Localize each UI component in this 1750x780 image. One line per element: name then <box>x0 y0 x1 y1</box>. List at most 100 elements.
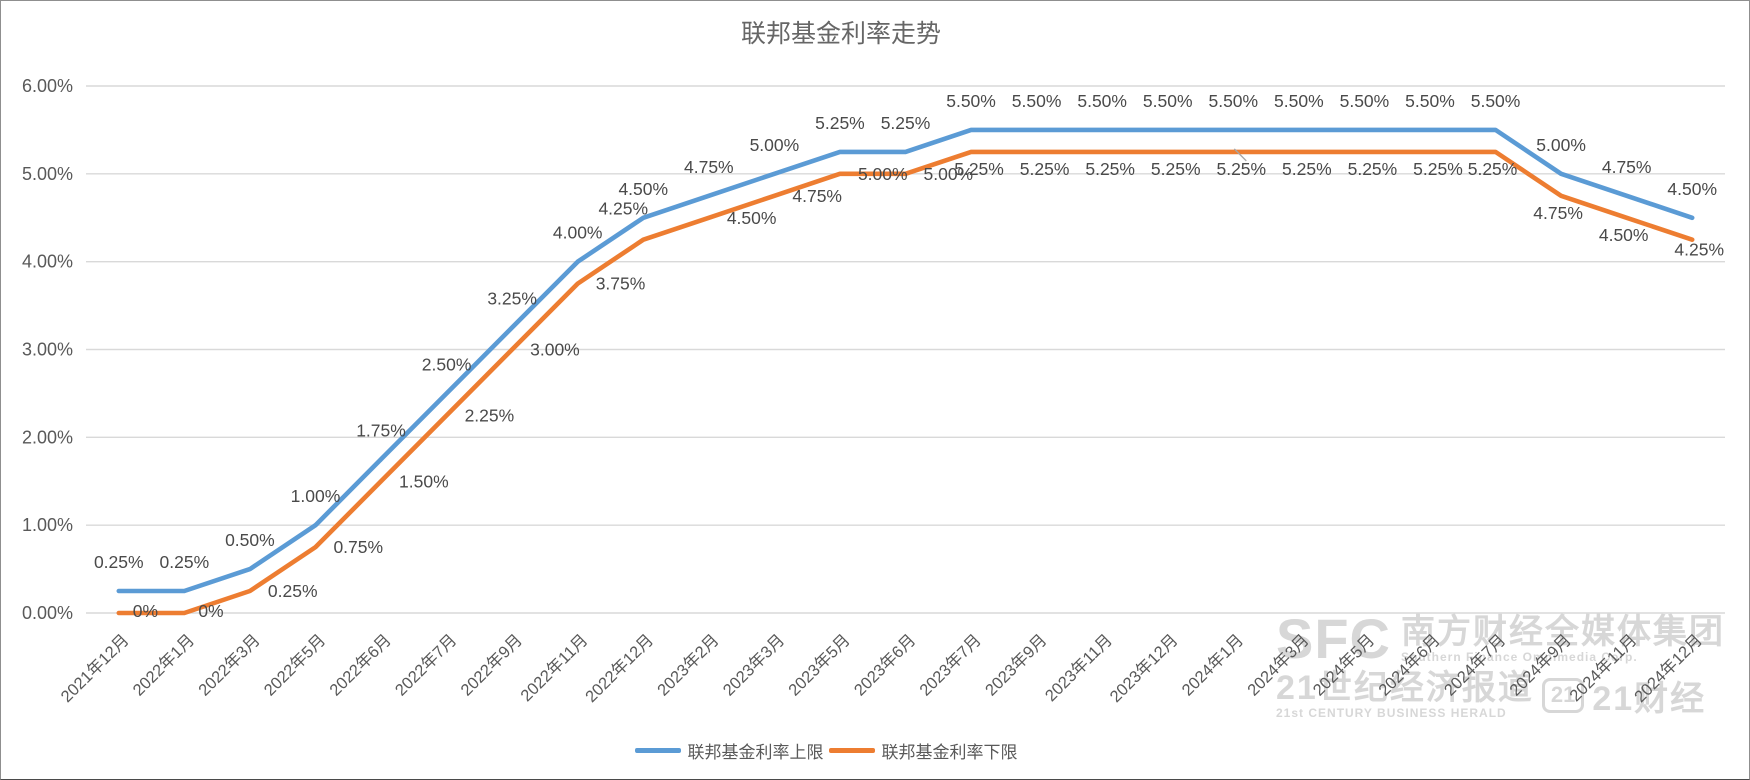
legend: 联邦基金利率上限 联邦基金利率下限 <box>1 738 1651 763</box>
x-axis-tick-label: 2022年5月 <box>260 630 329 699</box>
x-axis-tick-label: 2024年7月 <box>1440 630 1509 699</box>
data-label-upper: 5.50% <box>1143 91 1193 111</box>
chart-title: 联邦基金利率走势 <box>740 20 941 48</box>
data-label-lower: 2.25% <box>465 405 515 425</box>
watermark-group-name: 南方财经全媒体集团 <box>1401 612 1725 651</box>
data-label-upper: 1.75% <box>356 420 406 440</box>
data-label-lower: 4.75% <box>1533 203 1583 223</box>
watermark-group-name-en: Southern Finance Omnimedia Corp. <box>1401 649 1638 664</box>
data-label-upper: 0.25% <box>94 552 144 572</box>
legend-swatch-lower <box>828 748 875 753</box>
data-label-upper: 4.75% <box>1602 157 1652 177</box>
x-axis-tick-label: 2023年9月 <box>981 630 1050 699</box>
x-axis-tick-label: 2023年5月 <box>785 630 854 699</box>
watermark-row-2: 21世纪经济报道 21st CENTURY BUSINESS HERALD 21… <box>1276 671 1725 720</box>
data-label-upper: 5.50% <box>946 91 996 111</box>
data-label-lower: 5.25% <box>954 159 1004 179</box>
legend-swatch-upper <box>634 748 681 753</box>
data-label-lower: 4.50% <box>1599 225 1649 245</box>
legend-label-lower: 联邦基金利率下限 <box>881 743 1018 762</box>
data-label-lower: 5.25% <box>1085 159 1135 179</box>
data-label-lower: 4.25% <box>1674 240 1724 260</box>
x-axis-tick-label: 2023年3月 <box>719 630 788 699</box>
data-label-upper: 4.50% <box>1667 179 1717 199</box>
data-label-lower: 5.25% <box>1020 159 1070 179</box>
upper-series-line <box>116 127 1695 594</box>
x-axis-tick-label: 2023年12月 <box>1106 630 1182 706</box>
data-label-lower: 3.75% <box>596 274 646 294</box>
y-axis-tick-label: 6.00% <box>22 76 73 96</box>
data-label-lower: 0% <box>133 601 158 621</box>
data-label-lower: 5.25% <box>1151 159 1201 179</box>
data-label-upper: 5.50% <box>1077 91 1127 111</box>
legend-label-upper: 联邦基金利率上限 <box>687 743 824 762</box>
lower-series-line <box>116 149 1695 616</box>
x-axis-tick-label: 2023年6月 <box>850 630 919 699</box>
data-label-upper: 5.50% <box>1012 91 1062 111</box>
data-label-lower: 4.25% <box>598 199 648 219</box>
x-axis-tick-label: 2023年2月 <box>653 630 722 699</box>
x-axis-tick-label: 2022年6月 <box>326 630 395 699</box>
watermark-row-1: SFC 南方财经全媒体集团 Southern Finance Omnimedia… <box>1276 611 1725 667</box>
21-logo: 21 <box>1541 678 1585 713</box>
data-label-lower: 0% <box>198 601 223 621</box>
data-label-lower: 3.00% <box>530 340 580 360</box>
data-label-upper: 5.50% <box>1471 91 1521 111</box>
x-axis-tick-label: 2024年12月 <box>1630 630 1706 706</box>
data-label-upper: 3.25% <box>487 289 537 309</box>
legend-item-upper: 联邦基金利率上限 <box>634 738 824 763</box>
x-axis-tick-label: 2024年1月 <box>1178 630 1247 699</box>
data-label-lower: 5.25% <box>1282 159 1332 179</box>
data-label-upper: 5.50% <box>1208 91 1258 111</box>
data-label-upper: 5.00% <box>1536 135 1586 155</box>
y-axis-tick-label: 3.00% <box>22 340 73 360</box>
watermark: SFC 南方财经全媒体集团 Southern Finance Omnimedia… <box>1276 611 1725 720</box>
x-axis-tick-label: 2022年11月 <box>517 630 592 705</box>
data-label-upper: 1.00% <box>291 486 341 506</box>
legend-item-lower: 联邦基金利率下限 <box>828 738 1018 763</box>
y-axis-tick-label: 0.00% <box>22 603 73 623</box>
data-label-lower: 5.25% <box>1468 159 1518 179</box>
x-axis-tick-label: 2022年9月 <box>457 630 526 699</box>
data-label-lower: 5.25% <box>1348 159 1398 179</box>
x-axis-tick-label: 2022年7月 <box>391 630 460 699</box>
x-axis-tick-label: 2024年11月 <box>1566 630 1641 705</box>
watermark-21finance: 21财经 <box>1592 680 1707 718</box>
data-label-lower: 4.75% <box>792 186 842 206</box>
watermark-herald-name: 21世纪经济报道 <box>1276 669 1534 708</box>
data-label-upper: 2.50% <box>422 354 472 374</box>
data-label-upper: 5.50% <box>1274 91 1324 111</box>
x-axis-tick-label: 2022年1月 <box>129 630 198 699</box>
data-label-upper: 5.25% <box>815 113 865 133</box>
x-axis-tick-label: 2023年7月 <box>916 630 985 699</box>
x-axis-tick-label: 2022年12月 <box>581 630 657 706</box>
label-leader-line <box>1233 148 1247 162</box>
watermark-herald-name-en: 21st CENTURY BUSINESS HERALD <box>1276 706 1507 721</box>
data-label-lower: 5.00% <box>858 164 908 184</box>
data-label-lower: 5.25% <box>1413 159 1463 179</box>
data-label-lower: 1.50% <box>399 471 449 491</box>
data-label-lower: 4.50% <box>727 208 777 228</box>
data-label-upper: 4.00% <box>553 223 603 243</box>
data-label-upper: 4.50% <box>618 179 668 199</box>
data-label-upper: 5.50% <box>1340 91 1390 111</box>
data-label-upper: 0.25% <box>160 552 210 572</box>
y-axis-tick-label: 5.00% <box>22 164 73 184</box>
data-label-lower: 0.75% <box>333 537 383 557</box>
x-axis-tick-label: 2023年11月 <box>1041 630 1116 705</box>
data-label-upper: 5.50% <box>1405 91 1455 111</box>
x-axis-tick-label: 2024年6月 <box>1375 630 1444 699</box>
y-axis-tick-label: 4.00% <box>22 252 73 272</box>
x-axis-tick-label: 2022年3月 <box>195 630 264 699</box>
data-label-upper: 0.50% <box>225 530 275 550</box>
data-label-lower: 5.00% <box>924 164 974 184</box>
sfc-logo: SFC <box>1276 607 1391 670</box>
x-axis-tick-label: 2024年5月 <box>1309 630 1378 699</box>
x-axis-tick-label: 2024年3月 <box>1243 630 1312 699</box>
x-axis-tick-label: 2024年9月 <box>1506 630 1575 699</box>
data-label-upper: 5.00% <box>750 135 800 155</box>
y-axis-tick-label: 2.00% <box>22 427 73 447</box>
data-label-upper: 4.75% <box>684 157 734 177</box>
